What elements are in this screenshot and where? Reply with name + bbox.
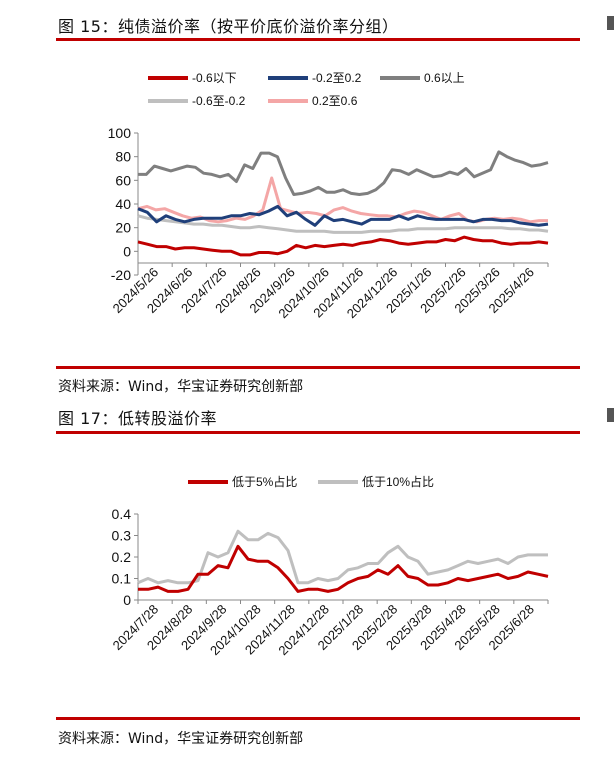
figure15-bottom-rule [56, 366, 580, 369]
figure15-source: 资料来源：Wind，华宝证券研究创新部 [58, 379, 304, 395]
y-tick-label: 100 [108, 125, 132, 141]
y-tick-label: 0 [123, 243, 131, 259]
legend-label: -0.2至0.2 [312, 71, 362, 85]
figure17-bottom-rule [56, 717, 580, 720]
figure15-top-rule [56, 38, 580, 41]
y-tick-label: 80 [115, 149, 131, 165]
y-tick-label: 40 [115, 196, 131, 212]
series-line [137, 176, 548, 224]
y-tick-label: 20 [115, 220, 131, 236]
y-tick-label: 60 [115, 172, 131, 188]
series-line [138, 150, 549, 196]
series-line [137, 235, 549, 257]
legend-label: -0.6至-0.2 [192, 94, 246, 108]
legend-label: 0.2至0.6 [312, 94, 358, 108]
figure17-top-rule [56, 431, 580, 434]
y-tick-label: -20 [111, 267, 131, 283]
series-line [137, 214, 549, 234]
figure15-title: 图 15：纯债溢价率（按平价底价溢价率分组） [58, 17, 399, 36]
figure17-title: 图 17：低转股溢价率 [58, 409, 217, 428]
legend-label: -0.6以下 [192, 71, 237, 85]
series-line [137, 204, 549, 227]
adjacent-panel-edge [607, 16, 614, 30]
adjacent-panel-edge [607, 408, 614, 422]
figure17-source: 资料来源：Wind，华宝证券研究创新部 [58, 731, 304, 747]
legend-label: 0.6以上 [424, 71, 465, 85]
